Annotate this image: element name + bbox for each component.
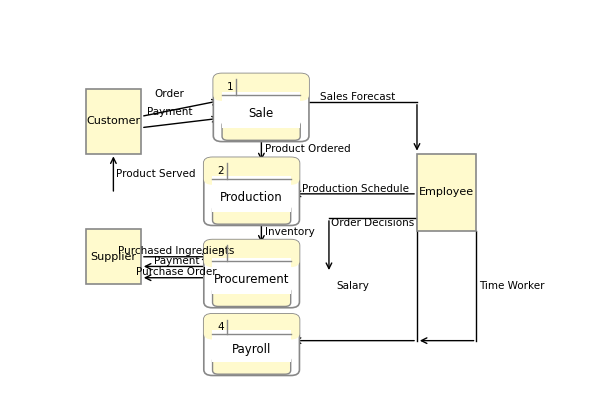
FancyBboxPatch shape: [213, 73, 309, 142]
FancyBboxPatch shape: [219, 294, 284, 297]
Text: Payment: Payment: [154, 256, 200, 266]
Text: Product Ordered: Product Ordered: [265, 144, 351, 154]
FancyBboxPatch shape: [204, 314, 300, 339]
FancyBboxPatch shape: [213, 171, 290, 179]
FancyBboxPatch shape: [213, 327, 290, 334]
Text: Salary: Salary: [336, 281, 369, 291]
Text: Payroll: Payroll: [232, 344, 271, 357]
Text: Purchased Ingredients: Purchased Ingredients: [119, 246, 235, 256]
FancyBboxPatch shape: [212, 176, 291, 212]
Text: 2: 2: [217, 166, 223, 176]
Text: Sales Forecast: Sales Forecast: [320, 92, 395, 102]
Text: Time Worker: Time Worker: [479, 281, 545, 291]
FancyBboxPatch shape: [213, 73, 309, 101]
Text: Product Served: Product Served: [116, 170, 195, 179]
FancyBboxPatch shape: [204, 240, 300, 267]
FancyBboxPatch shape: [212, 357, 290, 374]
Text: Order Decisions: Order Decisions: [332, 218, 414, 228]
FancyBboxPatch shape: [204, 314, 300, 375]
FancyBboxPatch shape: [219, 363, 284, 366]
Text: Customer: Customer: [87, 116, 141, 126]
Text: Inventory: Inventory: [265, 227, 314, 237]
FancyBboxPatch shape: [417, 153, 476, 231]
FancyBboxPatch shape: [204, 158, 300, 185]
Text: Sale: Sale: [249, 107, 274, 120]
FancyBboxPatch shape: [213, 253, 290, 261]
FancyBboxPatch shape: [86, 89, 141, 153]
FancyBboxPatch shape: [219, 212, 284, 215]
FancyBboxPatch shape: [222, 121, 300, 140]
Text: Purchase Order: Purchase Order: [136, 267, 217, 277]
FancyBboxPatch shape: [86, 229, 141, 284]
Text: Employee: Employee: [419, 187, 474, 197]
Text: Payment: Payment: [147, 107, 192, 117]
FancyBboxPatch shape: [212, 331, 291, 362]
Text: Production Schedule: Production Schedule: [301, 184, 409, 194]
FancyBboxPatch shape: [222, 92, 300, 128]
FancyBboxPatch shape: [204, 158, 300, 225]
FancyBboxPatch shape: [222, 87, 300, 95]
Text: Production: Production: [220, 191, 283, 204]
FancyBboxPatch shape: [212, 258, 291, 294]
Text: Supplier: Supplier: [91, 252, 137, 262]
FancyBboxPatch shape: [228, 128, 294, 131]
FancyBboxPatch shape: [204, 240, 300, 308]
FancyBboxPatch shape: [212, 287, 290, 306]
Text: 3: 3: [217, 248, 223, 259]
Text: Order: Order: [155, 89, 184, 99]
Text: 4: 4: [217, 322, 223, 332]
FancyBboxPatch shape: [212, 205, 290, 224]
Text: Procurement: Procurement: [214, 273, 289, 286]
Text: 1: 1: [227, 82, 233, 92]
